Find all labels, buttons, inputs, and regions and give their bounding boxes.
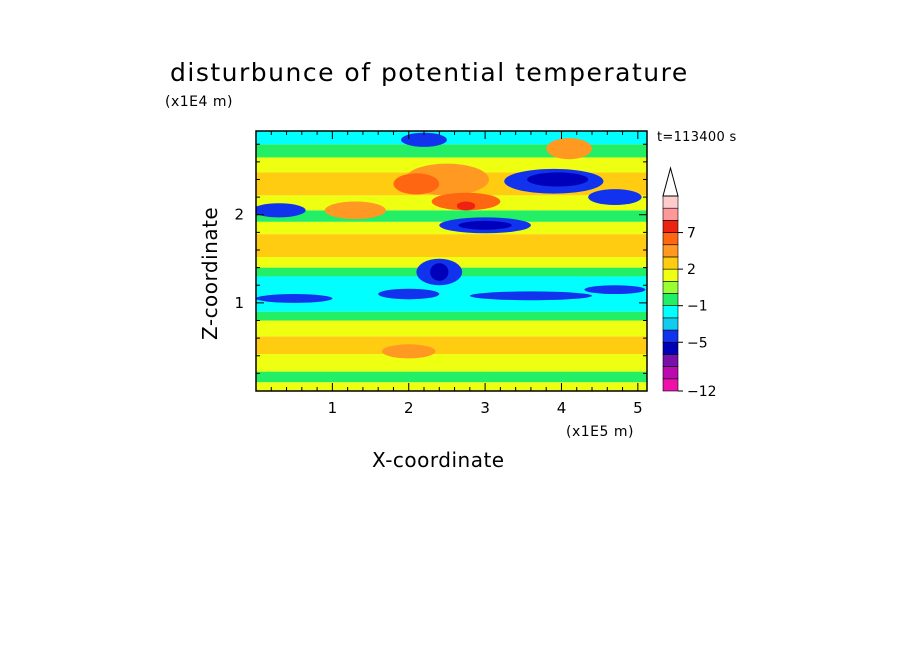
contour-blob-3 bbox=[584, 285, 646, 295]
colorbar-tick-label: 2 bbox=[687, 262, 696, 278]
x-tick-label: 2 bbox=[404, 399, 414, 417]
contour-blob-8 bbox=[401, 132, 447, 147]
contour-band-2 bbox=[256, 353, 647, 372]
contour-band-1 bbox=[256, 371, 647, 383]
contour-blob-16 bbox=[382, 344, 436, 359]
contour-blob-15 bbox=[324, 201, 386, 220]
colorbar-swatch bbox=[662, 244, 679, 258]
colorbar-swatch bbox=[662, 329, 679, 343]
chart-title: disturbunce of potential temperature bbox=[170, 58, 689, 87]
contour-band-5 bbox=[256, 311, 647, 321]
x-tick-label: 1 bbox=[328, 399, 338, 417]
colorbar-swatch bbox=[662, 341, 679, 355]
contour-band-9 bbox=[256, 234, 647, 258]
contour-blob-7 bbox=[588, 189, 642, 206]
contour-band-16 bbox=[256, 131, 647, 145]
contour-band-4 bbox=[256, 320, 647, 337]
colorbar-swatch bbox=[662, 207, 679, 221]
contour-blob-12 bbox=[430, 263, 449, 281]
y-tick-label: 1 bbox=[234, 294, 244, 312]
colorbar-tick-label: 7 bbox=[687, 226, 696, 242]
colorbar-swatch bbox=[662, 293, 679, 306]
contour-blob-19 bbox=[456, 201, 476, 211]
colorbar-tick-label: −5 bbox=[687, 335, 708, 351]
colorbar-swatch bbox=[662, 232, 679, 246]
colorbar-tick-label: −1 bbox=[687, 299, 708, 315]
colorbar-extend-arrow bbox=[662, 166, 679, 197]
colorbar-swatch bbox=[662, 256, 679, 270]
contour-blob-4 bbox=[256, 203, 306, 218]
colorbar-swatch bbox=[662, 220, 679, 233]
colorbar-swatch bbox=[662, 354, 679, 367]
contour-blob-18 bbox=[393, 173, 440, 195]
colorbar-swatch bbox=[662, 378, 679, 392]
z-axis-unit: (x1E4 m) bbox=[165, 94, 233, 110]
time-label: t=113400 s bbox=[657, 130, 737, 145]
colorbar-swatch bbox=[662, 195, 679, 209]
contour-blob-0 bbox=[256, 294, 333, 303]
x-tick-label: 5 bbox=[633, 399, 643, 417]
colorbar-tick-label: −12 bbox=[687, 384, 717, 400]
colorbar-swatch bbox=[662, 366, 679, 380]
contour-band-0 bbox=[256, 382, 647, 391]
contour-band-3 bbox=[256, 336, 647, 354]
colorbar-swatch bbox=[662, 317, 679, 331]
contour-band-11 bbox=[256, 210, 647, 222]
x-tick-label: 4 bbox=[557, 399, 567, 417]
x-axis-label: X-coordinate bbox=[372, 448, 505, 472]
contour-blob-11 bbox=[458, 220, 512, 230]
colorbar-swatch bbox=[662, 268, 679, 282]
x-tick-label: 3 bbox=[480, 399, 490, 417]
y-tick-label: 2 bbox=[234, 206, 244, 224]
contour-blob-14 bbox=[546, 138, 593, 160]
contour-blob-1 bbox=[378, 288, 440, 300]
colorbar-swatch bbox=[662, 305, 679, 319]
x-axis-unit: (x1E5 m) bbox=[566, 424, 634, 440]
plot-frame bbox=[255, 130, 648, 392]
contour-blob-10 bbox=[527, 172, 589, 187]
colorbar-swatch bbox=[662, 281, 679, 294]
contour-blob-2 bbox=[469, 291, 593, 301]
